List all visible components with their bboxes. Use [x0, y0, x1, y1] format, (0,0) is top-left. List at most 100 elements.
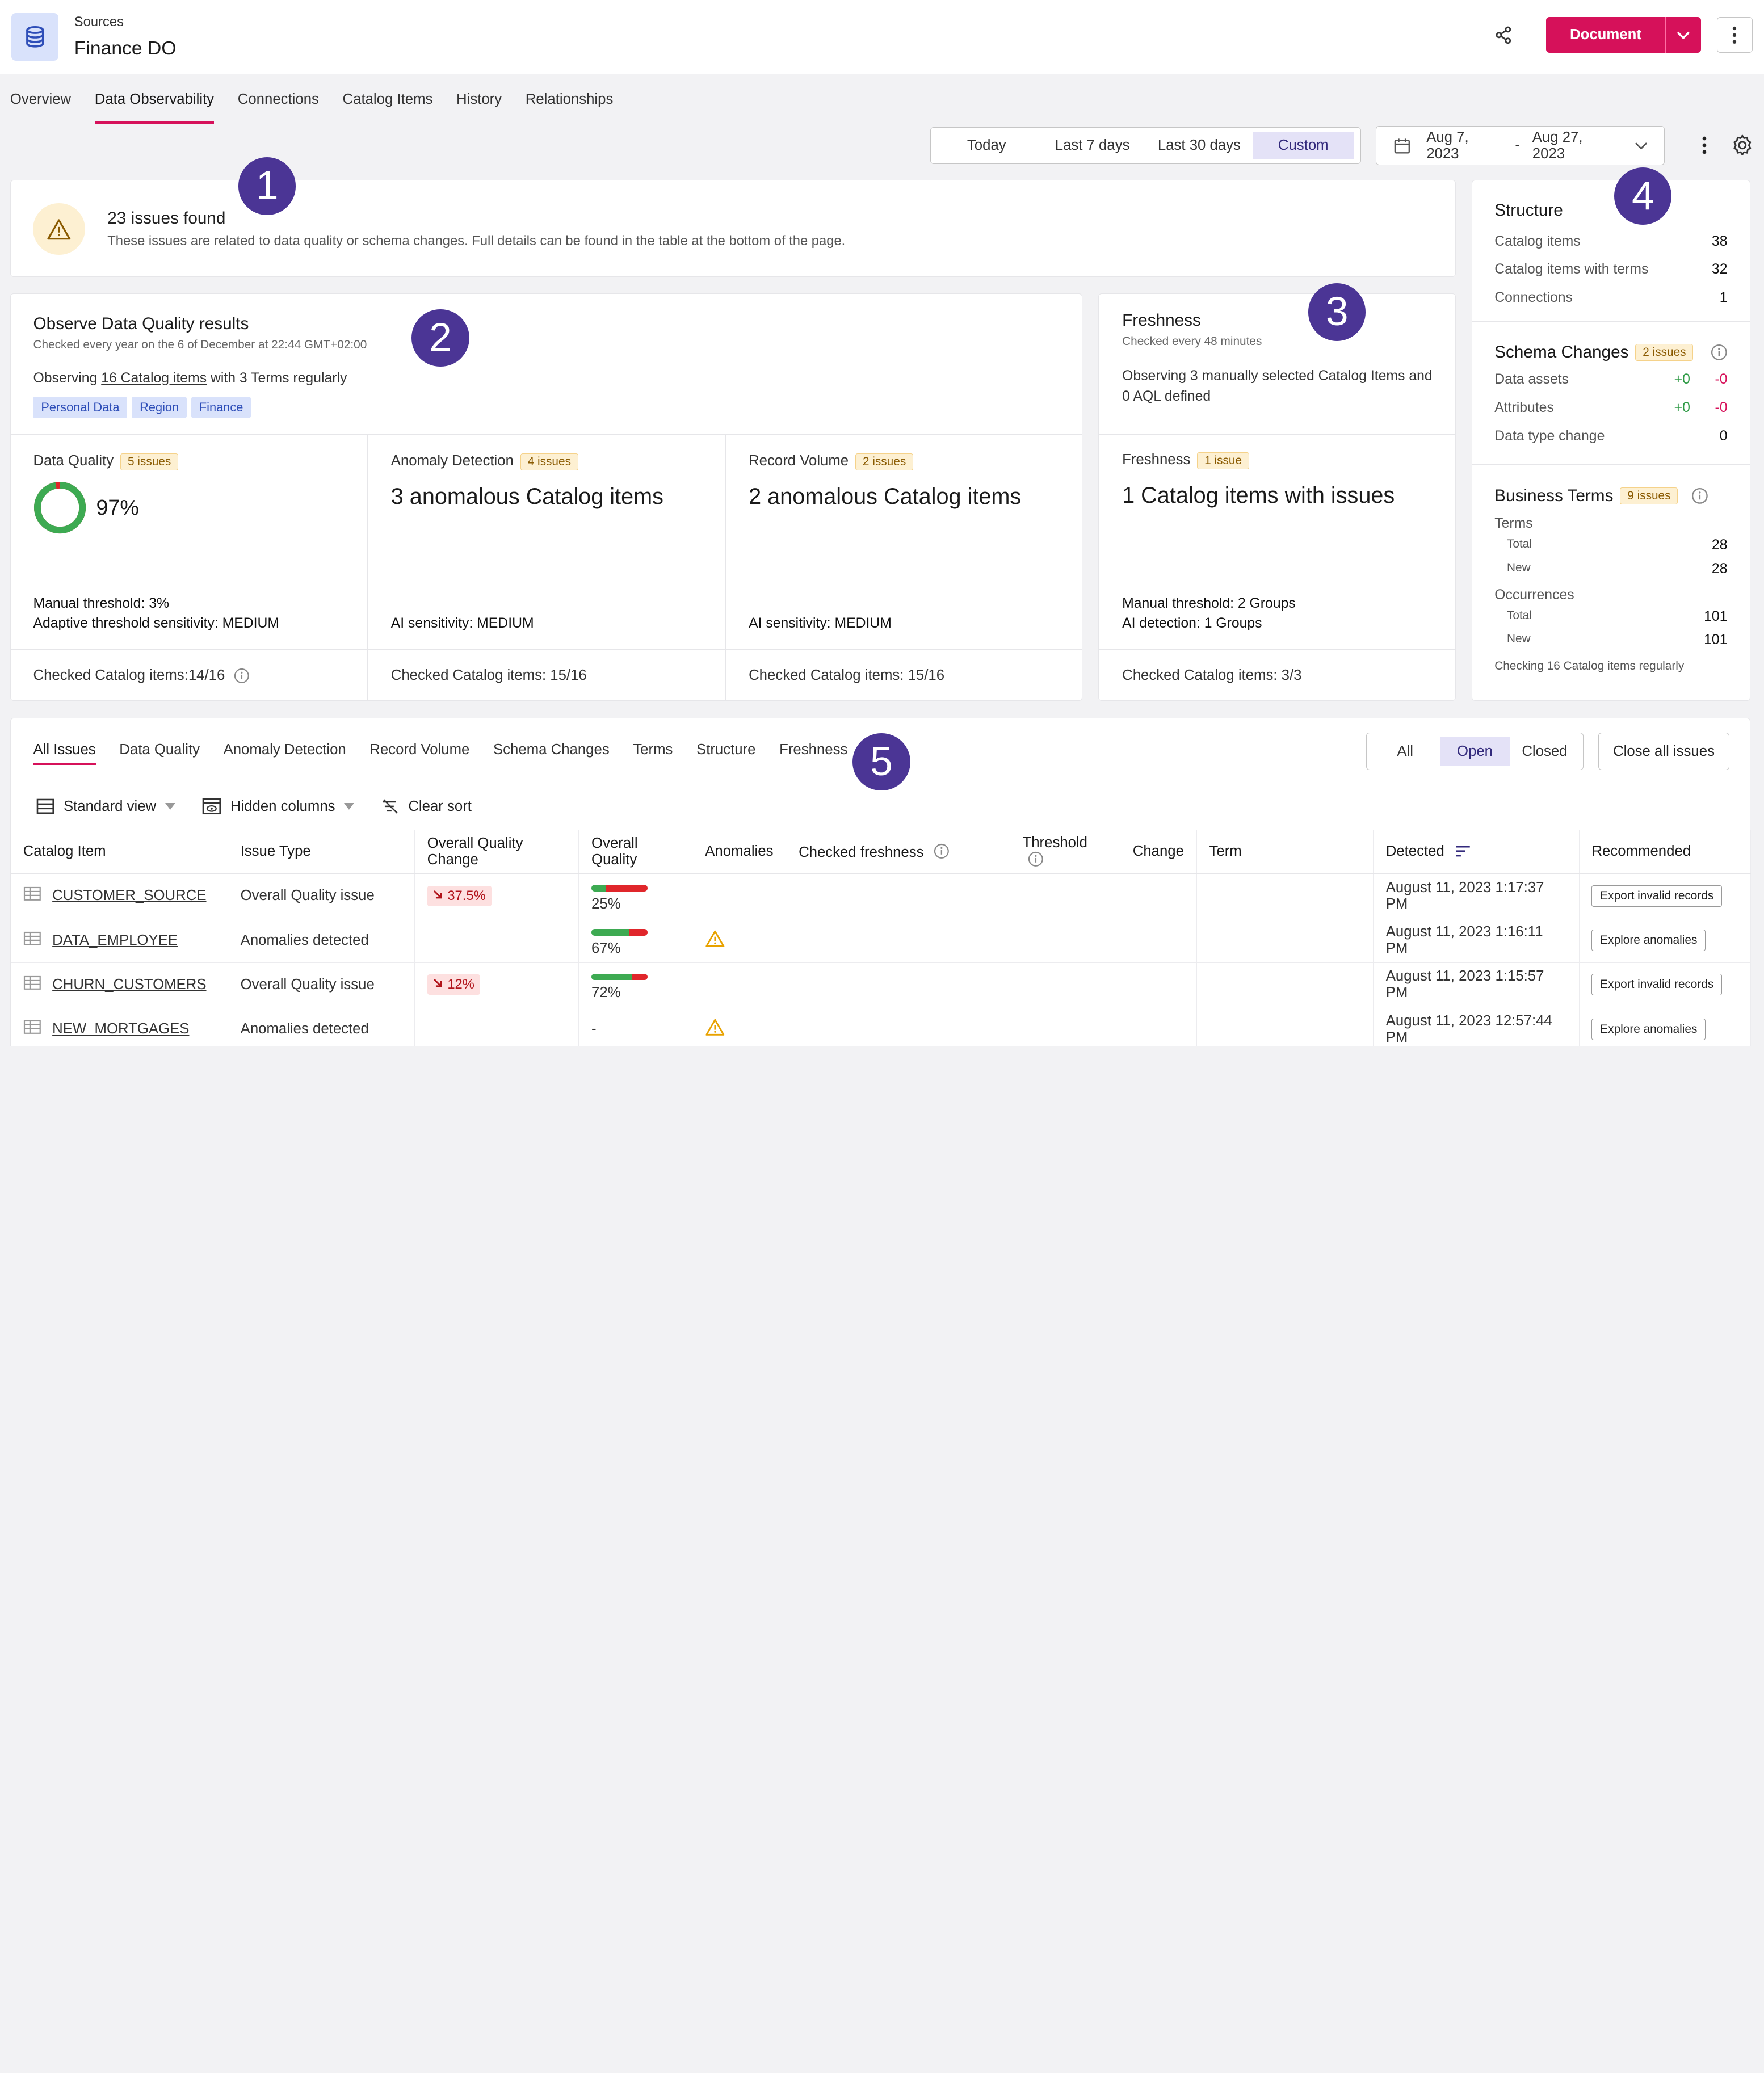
toolbar-kebab-icon[interactable]	[1702, 136, 1707, 158]
col-checked-freshness[interactable]: Checked freshness	[786, 829, 1010, 874]
quality-bar	[591, 884, 648, 892]
app: Sources Finance DO Document Overview Dat…	[0, 0, 1764, 1046]
clear-sort-button[interactable]: Clear sort	[381, 798, 472, 815]
recommended-action-button[interactable]: Export invalid records	[1591, 974, 1723, 996]
table-row[interactable]: NEW_MORTGAGES Anomalies detected - August 1…	[10, 1007, 1752, 1046]
tab-freshness[interactable]: Freshness	[779, 742, 848, 758]
col-catalog-item[interactable]: Catalog Item	[10, 829, 228, 874]
table-header-row: Catalog Item Issue Type Overall Quality …	[10, 829, 1752, 874]
range-today[interactable]: Today	[967, 137, 1006, 154]
calendar-icon	[1394, 138, 1410, 154]
quality-bar	[591, 929, 648, 936]
info-icon[interactable]	[934, 843, 950, 859]
tab-relationships[interactable]: Relationships	[525, 91, 614, 107]
catalog-item-link[interactable]: NEW_MORTGAGES	[52, 1021, 190, 1037]
tab-schema-changes[interactable]: Schema Changes	[493, 742, 610, 758]
volume-label-row: Record Volume 2 issues	[749, 453, 914, 470]
anomaly-badge[interactable]: 4 issues	[520, 453, 578, 470]
tab-anomaly-detection[interactable]: Anomaly Detection	[223, 742, 346, 758]
schema-badge[interactable]: 2 issues	[1635, 343, 1694, 361]
breadcrumb[interactable]: Sources	[74, 14, 124, 30]
status-open[interactable]: Open	[1440, 737, 1510, 766]
structure-row: Catalog items with terms 32	[1494, 262, 1728, 277]
recommended-action-button[interactable]: Explore anomalies	[1591, 930, 1706, 951]
hidden-columns-dropdown[interactable]: Hidden columns	[202, 798, 355, 815]
tab-data-observability[interactable]: Data Observability	[94, 91, 215, 124]
status-closed[interactable]: Closed	[1522, 743, 1568, 759]
table-icon	[23, 1020, 41, 1038]
col-detected[interactable]: Detected	[1373, 829, 1580, 874]
dq-title: Observe Data Quality results	[33, 314, 249, 333]
dq-catalog-items-link[interactable]: 16 Catalog items	[101, 371, 207, 386]
detected-date: August 11, 2023 1:17:37 PM	[1373, 873, 1580, 919]
standard-view-dropdown[interactable]: Standard view	[36, 798, 175, 815]
sort-icon[interactable]	[1455, 845, 1471, 857]
structure-row: Connections 1	[1494, 290, 1728, 306]
volume-badge[interactable]: 2 issues	[855, 453, 914, 470]
page-header: Sources Finance DO Document	[0, 0, 1764, 74]
quality-threshold: Manual threshold: 3%	[33, 595, 170, 611]
col-overall-quality-change[interactable]: Overall Quality Change	[414, 829, 579, 874]
tab-all-issues[interactable]: All Issues	[33, 742, 96, 765]
status-all[interactable]: All	[1397, 743, 1413, 759]
table-row[interactable]: DATA_EMPLOYEE Anomalies detected 67% August…	[10, 918, 1752, 963]
share-icon[interactable]	[1490, 22, 1517, 49]
terms-badge[interactable]: 9 issues	[1620, 487, 1678, 505]
tag-finance[interactable]: Finance	[191, 396, 251, 418]
warning-icon	[705, 1019, 725, 1040]
gear-icon[interactable]	[1731, 134, 1754, 161]
col-change[interactable]: Change	[1120, 829, 1197, 874]
terms-section: Business Terms 9 issues Terms Total 28 New…	[1494, 486, 1727, 673]
more-options-button[interactable]	[1716, 16, 1753, 53]
date-range-picker[interactable]: Aug 7, 2023 - Aug 27, 2023	[1376, 125, 1665, 166]
range-last-30-days[interactable]: Last 30 days	[1157, 137, 1241, 154]
range-last-7-days[interactable]: Last 7 days	[1055, 137, 1130, 154]
table-row[interactable]: CHURN_CUSTOMERS Overall Quality issue 12% 7…	[10, 962, 1752, 1007]
tab-connections[interactable]: Connections	[237, 91, 319, 107]
col-overall-quality[interactable]: Overall Quality	[578, 829, 693, 874]
col-issue-type[interactable]: Issue Type	[228, 829, 415, 874]
info-icon[interactable]	[1711, 344, 1728, 361]
tab-history[interactable]: History	[456, 91, 502, 107]
col-anomalies[interactable]: Anomalies	[692, 829, 787, 874]
issues-description: These issues are related to data quality…	[107, 233, 846, 249]
info-icon[interactable]	[1028, 851, 1044, 867]
col-term[interactable]: Term	[1196, 829, 1374, 874]
catalog-item-link[interactable]: DATA_EMPLOYEE	[52, 932, 178, 948]
freshness-threshold: Manual threshold: 2 Groups	[1122, 595, 1296, 611]
date-from: Aug 7, 2023	[1426, 129, 1469, 162]
issue-type: Overall Quality issue	[228, 873, 415, 919]
recommended-action-button[interactable]: Explore anomalies	[1591, 1018, 1706, 1040]
freshness-observing: Observing 3 manually selected Catalog It…	[1122, 368, 1433, 404]
document-button[interactable]: Document	[1546, 16, 1665, 53]
col-threshold[interactable]: Threshold	[1010, 829, 1120, 874]
close-all-issues-button[interactable]: Close all issues	[1598, 733, 1730, 770]
tag-region[interactable]: Region	[132, 396, 187, 418]
catalog-item-link[interactable]: CUSTOMER_SOURCE	[52, 888, 207, 904]
freshness-title: Freshness	[1122, 311, 1201, 330]
catalog-item-link[interactable]: CHURN_CUSTOMERS	[52, 976, 207, 993]
quality-badge[interactable]: 5 issues	[120, 453, 179, 470]
table-icon	[23, 975, 41, 994]
tab-structure[interactable]: Structure	[696, 742, 756, 758]
tab-overview[interactable]: Overview	[10, 91, 72, 107]
info-icon[interactable]	[234, 668, 250, 684]
recommended-action-button[interactable]: Export invalid records	[1591, 885, 1723, 907]
caret-down-icon	[344, 803, 355, 810]
document-dropdown-button[interactable]	[1665, 16, 1701, 53]
side-summary-card: Structure Catalog items 38 Catalog items …	[1471, 180, 1751, 701]
tag-personal-data[interactable]: Personal Data	[33, 396, 128, 418]
col-recommended[interactable]: Recommended	[1579, 829, 1752, 874]
tab-record-volume[interactable]: Record Volume	[369, 742, 470, 758]
table-row[interactable]: CUSTOMER_SOURCE Overall Quality issue 37.5…	[10, 873, 1752, 919]
time-range-selector: Today Last 7 days Last 30 days Custom	[930, 127, 1362, 165]
page-tabs: Overview Data Observability Connections …	[0, 74, 1764, 124]
tab-catalog-items[interactable]: Catalog Items	[342, 91, 433, 107]
tab-terms[interactable]: Terms	[633, 742, 673, 758]
tab-data-quality[interactable]: Data Quality	[119, 742, 200, 758]
range-custom[interactable]: Custom	[1253, 131, 1354, 160]
info-icon[interactable]	[1691, 487, 1708, 504]
freshness-badge[interactable]: 1 issue	[1197, 452, 1249, 469]
issue-type: Overall Quality issue	[228, 962, 415, 1007]
table-icon	[23, 931, 41, 950]
